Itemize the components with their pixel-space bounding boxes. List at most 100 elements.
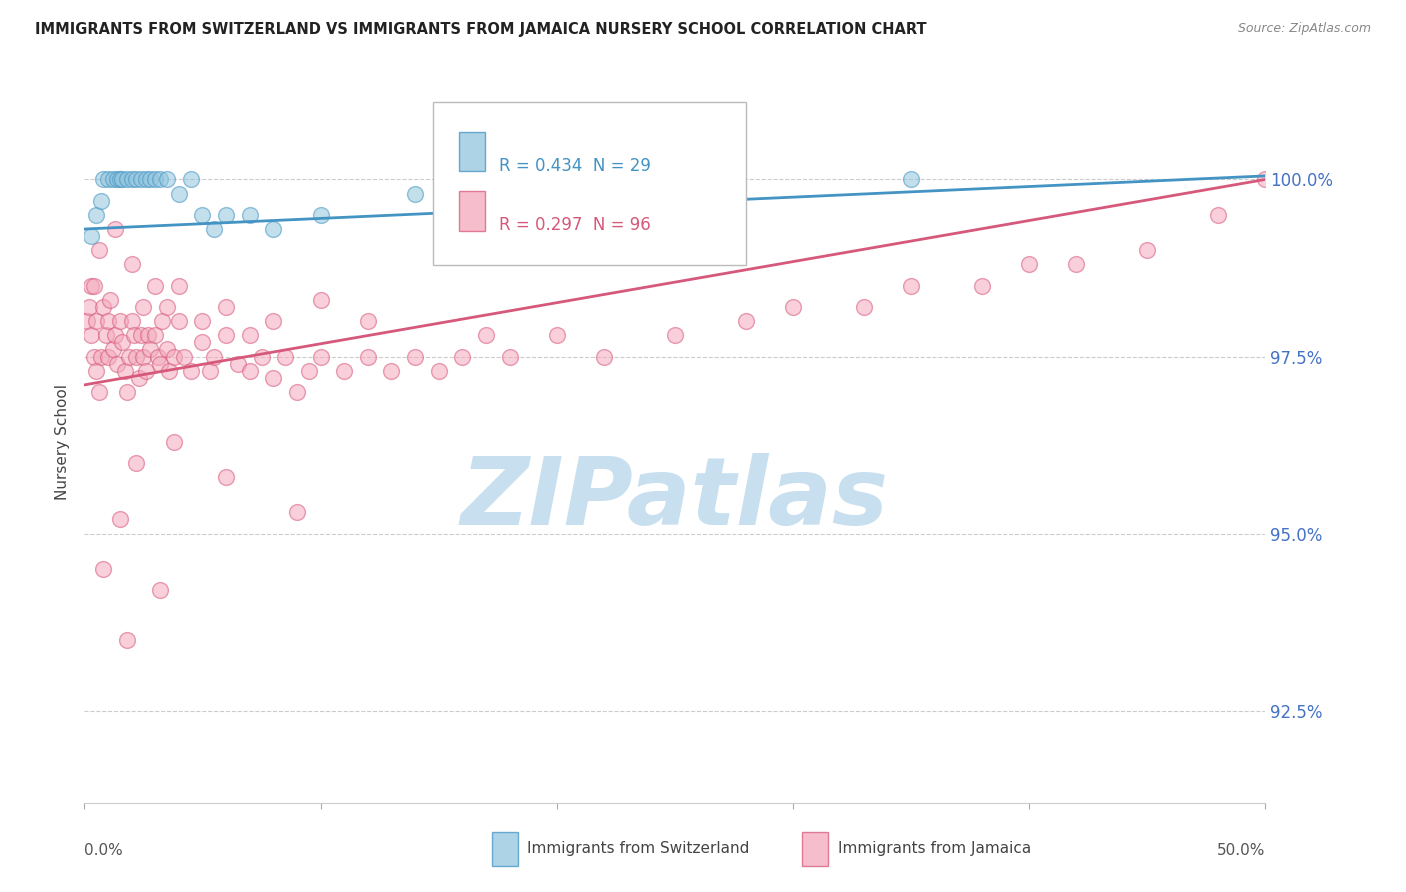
Point — [111, 335, 134, 350]
Point — [156, 300, 179, 314]
Point — [98, 293, 121, 307]
Point — [121, 314, 143, 328]
Point — [87, 244, 110, 258]
Point — [115, 632, 138, 647]
Point — [87, 384, 110, 399]
Point — [132, 350, 155, 364]
Point — [149, 583, 172, 598]
Point — [121, 172, 143, 186]
Point — [191, 314, 214, 328]
Point — [163, 350, 186, 364]
Point — [180, 364, 202, 378]
Point — [84, 208, 107, 222]
Point — [202, 222, 225, 236]
Point — [91, 300, 114, 314]
Point — [1066, 257, 1088, 271]
Point — [167, 314, 190, 328]
Point — [107, 172, 129, 186]
Point — [135, 364, 157, 378]
Point — [198, 364, 221, 378]
Point — [900, 278, 922, 293]
Point — [285, 384, 308, 399]
Text: R = 0.434  N = 29: R = 0.434 N = 29 — [499, 157, 651, 175]
FancyBboxPatch shape — [803, 831, 828, 866]
Text: R = 0.297  N = 96: R = 0.297 N = 96 — [499, 216, 651, 234]
Point — [309, 293, 332, 307]
Point — [852, 300, 875, 314]
FancyBboxPatch shape — [458, 191, 485, 231]
Text: Immigrants from Jamaica: Immigrants from Jamaica — [838, 841, 1031, 855]
Point — [139, 172, 162, 186]
Point — [118, 350, 141, 364]
Point — [111, 172, 134, 186]
FancyBboxPatch shape — [492, 831, 517, 866]
Point — [215, 328, 238, 343]
Point — [101, 343, 124, 357]
Point — [404, 186, 426, 201]
Point — [108, 512, 131, 526]
Point — [132, 300, 155, 314]
Point — [900, 172, 922, 186]
Point — [104, 222, 127, 236]
Point — [1254, 172, 1277, 186]
Point — [970, 278, 993, 293]
Point — [357, 350, 380, 364]
Point — [77, 300, 100, 314]
Point — [125, 350, 148, 364]
Point — [180, 172, 202, 186]
Point — [262, 314, 284, 328]
Point — [167, 278, 190, 293]
Point — [97, 314, 120, 328]
Point — [250, 350, 273, 364]
Point — [156, 343, 179, 357]
Point — [475, 328, 498, 343]
Point — [357, 314, 380, 328]
Point — [451, 350, 474, 364]
Point — [97, 172, 120, 186]
Point — [274, 350, 297, 364]
Point — [101, 172, 124, 186]
Point — [173, 350, 195, 364]
Point — [91, 562, 114, 576]
Point — [593, 350, 616, 364]
Point — [298, 364, 321, 378]
Point — [156, 172, 179, 186]
Point — [309, 350, 332, 364]
Point — [404, 350, 426, 364]
Point — [309, 208, 332, 222]
Point — [157, 364, 180, 378]
Point — [191, 208, 214, 222]
Point — [149, 172, 172, 186]
Point — [380, 364, 402, 378]
Point — [239, 328, 262, 343]
Point — [135, 172, 157, 186]
Point — [80, 229, 103, 244]
Point — [90, 194, 112, 208]
Point — [215, 208, 238, 222]
Point — [91, 172, 114, 186]
Point — [129, 172, 152, 186]
Point — [128, 371, 150, 385]
Point — [94, 328, 117, 343]
FancyBboxPatch shape — [458, 132, 485, 171]
Point — [262, 222, 284, 236]
Point — [149, 357, 172, 371]
Point — [191, 335, 214, 350]
Point — [1136, 244, 1159, 258]
Point — [167, 186, 190, 201]
Point — [146, 350, 169, 364]
Point — [108, 172, 131, 186]
Text: Immigrants from Switzerland: Immigrants from Switzerland — [527, 841, 749, 855]
Point — [125, 456, 148, 470]
Point — [427, 364, 450, 378]
Point — [285, 505, 308, 519]
Point — [122, 328, 145, 343]
Point — [546, 194, 568, 208]
Point — [80, 328, 103, 343]
Text: 0.0%: 0.0% — [84, 843, 124, 857]
Text: IMMIGRANTS FROM SWITZERLAND VS IMMIGRANTS FROM JAMAICA NURSERY SCHOOL CORRELATIO: IMMIGRANTS FROM SWITZERLAND VS IMMIGRANT… — [35, 22, 927, 37]
Point — [121, 257, 143, 271]
Text: 50.0%: 50.0% — [1218, 843, 1265, 857]
Point — [83, 350, 105, 364]
Point — [104, 328, 127, 343]
